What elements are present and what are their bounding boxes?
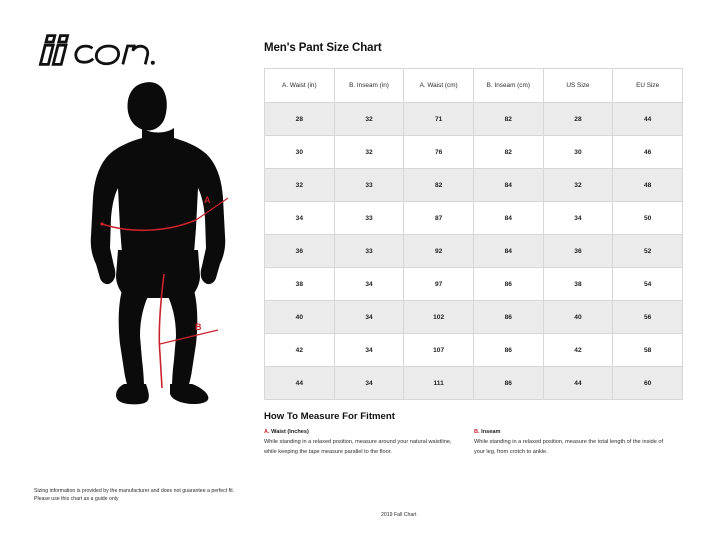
table-cell: 92 — [403, 234, 474, 268]
table-cell: 97 — [403, 267, 474, 301]
measure-guide-heading-text-waist: Waist (Inches) — [269, 429, 309, 435]
table-cell: 40 — [264, 300, 335, 334]
table-column-header: A. Waist (cm) — [403, 68, 474, 103]
table-cell: 28 — [542, 102, 614, 136]
table-cell: 86 — [472, 333, 544, 367]
table-cell: 32 — [542, 168, 614, 202]
table-cell: 82 — [403, 168, 474, 202]
table-cell: 34 — [333, 267, 405, 301]
table-cell: 34 — [264, 201, 335, 235]
table-cell: 33 — [333, 201, 405, 235]
table-column-header: B. Inseam (cm) — [472, 68, 544, 103]
table-cell: 86 — [472, 366, 544, 400]
table-cell: 40 — [542, 300, 614, 334]
table-cell: 34 — [542, 201, 614, 235]
table-column-header: EU Size — [612, 68, 683, 103]
measure-guide-columns: A. Waist (Inches) While standing in a re… — [264, 429, 684, 457]
table-cell: 76 — [403, 135, 474, 169]
table-cell: 52 — [612, 234, 683, 268]
table-cell: 30 — [264, 135, 335, 169]
measure-guide-item-inseam: B. Inseam While standing in a relaxed po… — [474, 429, 666, 457]
table-cell: 32 — [264, 168, 335, 202]
table-cell: 42 — [542, 333, 614, 367]
table-column-header: A. Waist (in) — [264, 68, 335, 103]
disclaimer-line-2: Please use this chart as a guide only — [34, 496, 119, 503]
table-cell: 44 — [612, 102, 683, 136]
table-cell: 48 — [612, 168, 683, 202]
table-row: 32 33 82 84 32 48 — [264, 168, 683, 202]
table-cell: 44 — [542, 366, 614, 400]
table-cell: 54 — [612, 267, 683, 301]
table-cell: 87 — [403, 201, 474, 235]
measure-guide-letter-b: B. — [474, 429, 480, 435]
table-cell: 58 — [612, 333, 683, 367]
table-cell: 56 — [612, 300, 683, 334]
table-cell: 107 — [403, 333, 474, 367]
disclaimer-line-1: Sizing information is provided by the ma… — [34, 488, 235, 494]
male-body-silhouette — [78, 78, 238, 408]
table-cell: 50 — [612, 201, 683, 235]
table-cell: 33 — [333, 168, 405, 202]
table-cell: 102 — [403, 300, 474, 334]
table-cell: 86 — [472, 300, 544, 334]
table-column-header: B. Inseam (in) — [333, 68, 405, 103]
table-cell: 38 — [542, 267, 614, 301]
measure-guide-heading-inseam: B. Inseam — [474, 429, 666, 435]
measure-guide-heading-waist: A. Waist (Inches) — [264, 429, 456, 435]
table-cell: 60 — [612, 366, 683, 400]
table-cell: 84 — [472, 201, 544, 235]
table-row: 44 34 111 86 44 60 — [264, 366, 683, 400]
table-row: 40 34 102 86 40 56 — [264, 300, 683, 334]
table-cell: 84 — [472, 168, 544, 202]
table-row: 28 32 71 82 28 44 — [264, 102, 683, 136]
measure-guide-title: How To Measure For Fitment — [264, 411, 395, 422]
size-chart-table: A. Waist (in) B. Inseam (in) A. Waist (cm)… — [264, 68, 683, 400]
disclaimer-text: Sizing information is provided by the ma… — [34, 487, 274, 504]
table-cell: 33 — [333, 234, 405, 268]
table-cell: 82 — [472, 135, 544, 169]
page-title: Men's Pant Size Chart — [264, 42, 382, 54]
table-row: 36 33 92 84 36 52 — [264, 234, 683, 268]
table-row: 34 33 87 84 34 50 — [264, 201, 683, 235]
table-cell: 38 — [264, 267, 335, 301]
measure-label-waist: A — [204, 195, 211, 205]
measure-guide-heading-text-inseam: Inseam — [479, 429, 501, 435]
measure-label-inseam: B — [195, 322, 202, 332]
measure-guide-letter-a: A. — [264, 429, 270, 435]
table-body: 28 32 71 82 28 44 30 32 76 82 30 46 32 33 82 84 32 48 34 33… — [264, 102, 683, 400]
table-cell: 34 — [333, 300, 405, 334]
table-cell: 71 — [403, 102, 474, 136]
table-cell: 30 — [542, 135, 614, 169]
table-cell: 34 — [333, 333, 405, 367]
table-header: A. Waist (in) B. Inseam (in) A. Waist (cm)… — [264, 68, 683, 103]
table-cell: 44 — [264, 366, 335, 400]
measure-guide-item-waist: A. Waist (Inches) While standing in a re… — [264, 429, 456, 457]
table-cell: 28 — [264, 102, 335, 136]
table-row: 38 34 97 86 38 54 — [264, 267, 683, 301]
table-cell: 42 — [264, 333, 335, 367]
edition-label: 2019 Fall Chart — [381, 512, 417, 518]
table-cell: 82 — [472, 102, 544, 136]
table-row: 30 32 76 82 30 46 — [264, 135, 683, 169]
table-cell: 34 — [333, 366, 405, 400]
table-row: 42 34 107 86 42 58 — [264, 333, 683, 367]
table-cell: 86 — [472, 267, 544, 301]
left-panel: icon A B Sizi — [0, 0, 250, 540]
table-header-row: A. Waist (in) B. Inseam (in) A. Waist (cm)… — [264, 68, 683, 103]
measure-guide: How To Measure For Fitment A. Waist (Inc… — [264, 411, 684, 457]
table-cell: 32 — [333, 135, 405, 169]
table-cell: 32 — [333, 102, 405, 136]
table-cell: 36 — [264, 234, 335, 268]
table-cell: 36 — [542, 234, 614, 268]
table-cell: 84 — [472, 234, 544, 268]
table-cell: 46 — [612, 135, 683, 169]
measure-guide-body-waist: While standing in a relaxed position, me… — [264, 439, 452, 455]
icon-logo: icon — [34, 30, 158, 70]
measure-guide-body-inseam: While standing in a relaxed position, me… — [474, 439, 664, 455]
table-column-header: US Size — [542, 68, 614, 103]
table-cell: 111 — [403, 366, 474, 400]
